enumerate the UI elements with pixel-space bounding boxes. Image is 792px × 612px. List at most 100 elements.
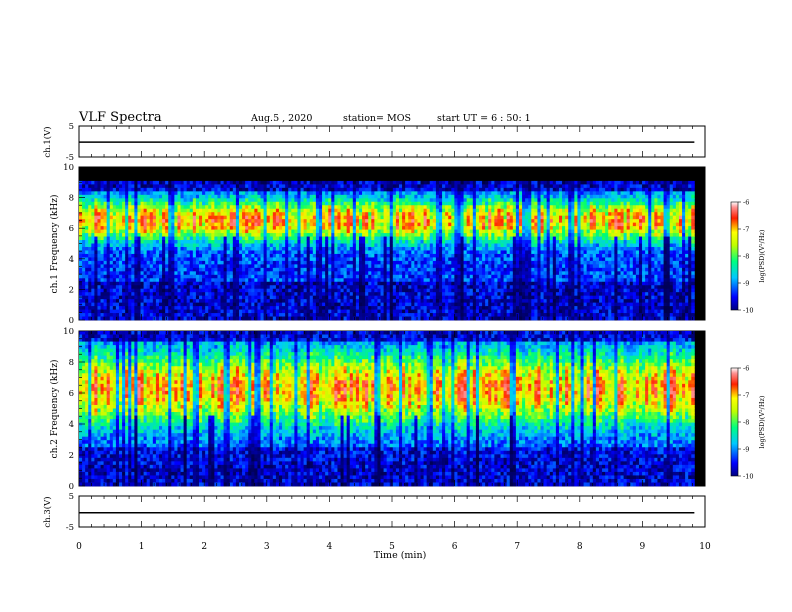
spectrogram-cell (451, 299, 455, 304)
spectrogram-cell (198, 219, 203, 224)
spectrogram-cell (285, 299, 289, 304)
spectrogram-cell (248, 309, 252, 314)
spectrogram-cell (238, 187, 243, 192)
spectrogram-cell (189, 278, 194, 283)
spectrogram-cell (420, 278, 424, 283)
spectrogram-cell (340, 285, 345, 290)
spectrogram-cell (82, 229, 86, 234)
spectrogram-cell (106, 233, 111, 237)
spectrogram-cell (303, 264, 308, 269)
spectrogram-cell (358, 187, 363, 192)
spectrogram-cell (398, 222, 403, 227)
spectrogram-cell (365, 292, 369, 297)
spectrogram-cell (174, 292, 178, 297)
spectrogram-cell (189, 222, 194, 227)
spectrogram-cell (318, 295, 323, 300)
spectrogram-cell (368, 212, 372, 217)
spectrogram-cell (85, 222, 89, 227)
spectrogram-cell (337, 257, 341, 262)
spectrogram-cell (155, 191, 160, 196)
spectrogram-cell (109, 253, 114, 258)
spectrogram-cell (272, 316, 277, 321)
spectrogram-cell (306, 191, 311, 196)
spectrogram-cell (260, 205, 265, 210)
spectrogram-cell (343, 201, 348, 206)
spectrogram-cell (128, 306, 132, 310)
spectrogram-cell (226, 236, 231, 241)
spectrogram-cell (392, 212, 397, 217)
spectrogram-cell (112, 187, 117, 192)
spectrogram-cell (238, 267, 243, 272)
spectrogram-cell (457, 226, 461, 230)
spectrogram-cell (408, 271, 412, 276)
spectrogram-cell (411, 281, 415, 286)
spectrogram-cell (331, 191, 335, 196)
spectrogram-cell (315, 264, 320, 269)
spectrogram-cell (346, 267, 351, 272)
spectrogram-cell (306, 219, 311, 224)
spectrogram-cell (448, 285, 452, 290)
spectrogram-cell (119, 267, 123, 272)
spectrogram-cell (220, 187, 225, 192)
spectrogram-cell (119, 233, 123, 237)
spectrogram-cell (460, 250, 464, 255)
spectrogram-cell (349, 236, 354, 241)
spectrogram-cell (245, 288, 249, 293)
spectrogram-cell (460, 222, 464, 227)
spectrogram-cell (171, 187, 175, 192)
spectrogram-cell (448, 212, 452, 217)
spectrogram-cell (395, 250, 400, 255)
spectrogram-cell (91, 253, 95, 258)
spectrogram-cell (103, 205, 108, 210)
spectrogram-cell (165, 219, 169, 224)
spectrogram-cell (272, 229, 277, 234)
spectrogram-cell (371, 260, 375, 265)
spectrogram-cell (257, 309, 261, 314)
spectrogram-cell (429, 243, 434, 248)
spectrogram-cell (343, 191, 348, 196)
spectrogram-cell (355, 299, 360, 304)
spectrogram-cell (423, 309, 428, 314)
spectrogram-cell (177, 271, 181, 276)
spectrogram-cell (343, 219, 348, 224)
spectrogram-cell (214, 250, 218, 255)
spectrogram-cell (168, 264, 172, 269)
spectrogram-cell (266, 198, 271, 203)
spectrogram-cell (334, 243, 338, 248)
spectrogram-cell (192, 233, 197, 237)
spectrogram-cell (159, 257, 163, 262)
spectrogram-cell (325, 233, 329, 237)
spectrogram-cell (438, 281, 443, 286)
spectrogram-cell (331, 226, 335, 230)
spectrogram-cell (106, 278, 111, 283)
spectrogram-cell (198, 267, 203, 272)
spectrogram-cell (386, 184, 391, 189)
spectrogram-cell (285, 316, 289, 321)
spectrogram-cell (220, 229, 225, 234)
spectrogram-cell (85, 288, 89, 293)
spectrogram-cell (291, 233, 295, 237)
spectrogram-cell (374, 205, 378, 210)
spectrogram-cell (445, 219, 449, 224)
spectrogram-cell (257, 246, 261, 251)
spectrogram-cell (106, 208, 111, 213)
spectrogram-cell (291, 215, 295, 220)
spectrogram-cell (223, 212, 228, 217)
spectrogram-cell (328, 285, 332, 290)
spectrogram-cell (125, 271, 129, 276)
spectrogram-cell (220, 309, 225, 314)
spectrogram-cell (365, 285, 369, 290)
spectrogram-cell (377, 267, 381, 272)
spectrogram-cell (183, 253, 188, 258)
spectrogram-cell (146, 302, 151, 307)
spectrogram-cell (202, 194, 206, 199)
spectrogram-cell (322, 264, 326, 269)
spectrogram-cell (331, 205, 335, 210)
spectrogram-cell (149, 267, 154, 272)
spectrogram-cell (312, 180, 317, 185)
spectrogram-cell (328, 222, 332, 227)
spectrogram-cell (322, 285, 326, 290)
spectrogram-cell (395, 205, 400, 210)
spectrogram-cell (451, 219, 455, 224)
spectrogram-cell (368, 316, 372, 321)
